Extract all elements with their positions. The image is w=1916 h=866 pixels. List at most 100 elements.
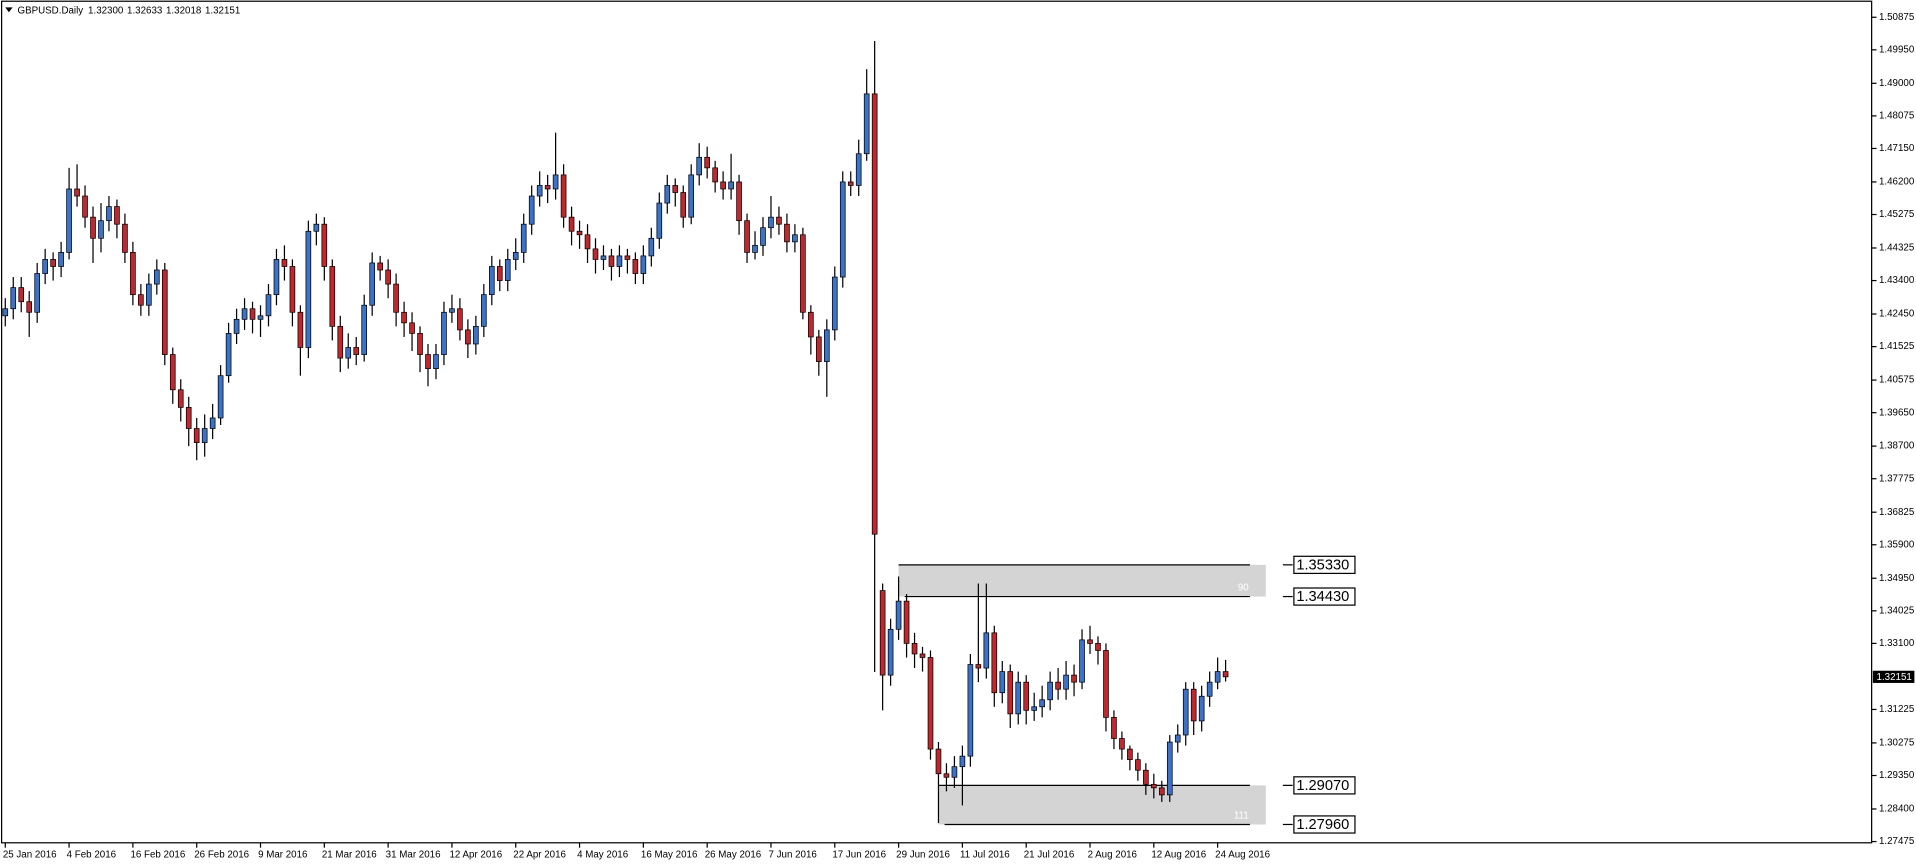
candle-body — [185, 407, 192, 429]
candle-body — [768, 216, 774, 229]
candle-body — [1007, 671, 1014, 715]
plot-frame — [1, 0, 1873, 844]
candle-body — [792, 234, 798, 243]
x-tick-label: 21 Mar 2016 — [322, 850, 377, 861]
candle-body — [146, 283, 152, 306]
candle-body — [34, 273, 40, 313]
candle-body — [736, 181, 742, 222]
x-tick-label: 4 Feb 2016 — [67, 850, 116, 861]
candle-body — [560, 174, 567, 218]
candle-body — [847, 181, 854, 186]
candle-body — [90, 216, 96, 239]
candle-body — [624, 255, 631, 260]
y-tick-label: 1.30275 — [1879, 738, 1915, 749]
candle-body — [1166, 741, 1173, 796]
candle-body — [632, 259, 639, 274]
candle-body — [122, 223, 128, 253]
level-label-box — [1293, 815, 1356, 834]
candle-body — [1111, 717, 1117, 739]
candle-body — [823, 329, 830, 362]
candle-body — [313, 223, 320, 232]
candle-body — [201, 428, 208, 443]
candle-body — [1079, 639, 1085, 683]
y-tick-label: 1.49000 — [1879, 78, 1915, 89]
candle-body — [401, 311, 407, 324]
candle-body — [329, 266, 336, 327]
level-label: 1.29070 — [1296, 778, 1349, 794]
y-tick-label: 1.50875 — [1879, 12, 1915, 23]
candle-body — [441, 311, 447, 355]
x-tick-label: 12 Apr 2016 — [449, 850, 502, 861]
candle-body — [672, 185, 679, 193]
x-tick-label: 26 May 2016 — [705, 850, 761, 861]
y-tick-label: 1.33100 — [1879, 638, 1915, 649]
candle-body — [1055, 681, 1061, 690]
candle-body — [58, 252, 64, 267]
candle-body — [177, 389, 184, 408]
candle-body — [353, 347, 360, 355]
candle-body — [2, 308, 9, 317]
candle-body — [1063, 674, 1069, 690]
candle-body — [106, 206, 112, 222]
y-tick-label: 1.44325 — [1879, 243, 1915, 254]
candle-body — [98, 220, 104, 239]
candle-body — [393, 283, 399, 313]
candle-body — [504, 259, 511, 281]
level-label-box — [1293, 776, 1356, 795]
y-tick-label: 1.43400 — [1879, 275, 1915, 286]
x-tick-label: 16 Feb 2016 — [130, 850, 185, 861]
candle-body — [18, 287, 25, 303]
candle-body — [217, 375, 224, 419]
candle-body — [800, 234, 806, 313]
candle-body — [361, 304, 368, 355]
zone-label: 111 — [1234, 811, 1249, 822]
candle-body — [265, 294, 272, 317]
menu-arrow[interactable] — [5, 7, 13, 13]
candle-body — [345, 347, 352, 359]
candle-body — [808, 311, 814, 338]
y-tick-label: 1.29350 — [1879, 770, 1915, 781]
y-tick-label: 1.46200 — [1879, 177, 1915, 188]
candle-body — [568, 216, 575, 232]
candle-body — [983, 632, 990, 669]
x-tick-label: 11 Jul 2016 — [960, 850, 1010, 861]
candle-body — [1198, 695, 1205, 722]
candle-body — [26, 301, 33, 313]
candle-body — [369, 262, 375, 306]
candle-body — [337, 325, 344, 359]
candle-body — [720, 181, 726, 190]
candle-body — [273, 259, 280, 296]
x-tick-label: 12 Aug 2016 — [1151, 850, 1206, 861]
candle-body — [321, 223, 328, 267]
x-tick-label: 4 May 2016 — [577, 850, 628, 861]
candle-body — [1174, 734, 1181, 743]
candle-body — [281, 259, 288, 267]
candle-body — [688, 174, 695, 218]
candle-body — [66, 188, 72, 253]
x-tick-label: 29 Jun 2016 — [896, 850, 950, 861]
candle-body — [696, 156, 702, 176]
candle-body — [927, 657, 934, 750]
candle-body — [1190, 688, 1197, 722]
x-tick-label: 24 Aug 2016 — [1215, 850, 1270, 861]
candle-body — [959, 755, 966, 768]
candle-body — [552, 174, 559, 190]
candle-body — [1047, 681, 1053, 701]
candle-body — [1214, 671, 1221, 683]
candle-body — [576, 230, 583, 236]
candle-body — [449, 308, 455, 313]
candle-body — [616, 255, 623, 267]
candle-body — [193, 428, 200, 443]
y-tick-label: 1.47150 — [1879, 143, 1915, 154]
y-tick-label: 1.34950 — [1879, 573, 1915, 584]
candle-body — [752, 244, 758, 253]
candle-body — [704, 156, 710, 169]
zone-area — [938, 785, 1266, 825]
candle-body — [457, 308, 463, 331]
candle-body — [744, 220, 750, 253]
candle-body — [855, 153, 862, 186]
x-tick-label: 21 Jul 2016 — [1024, 850, 1074, 861]
candle-body — [1087, 639, 1093, 644]
candle-body — [1103, 650, 1109, 718]
